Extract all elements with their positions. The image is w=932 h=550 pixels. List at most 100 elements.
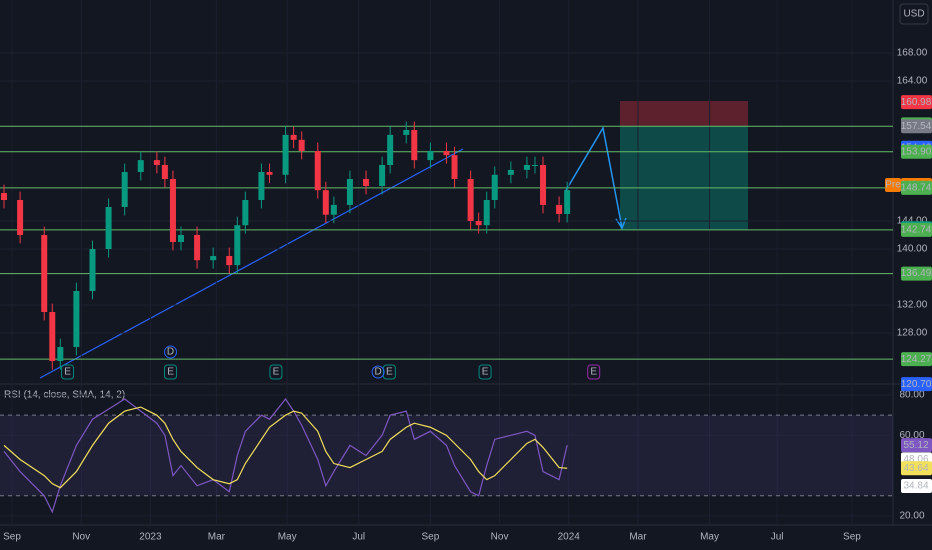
candle-body — [105, 207, 112, 250]
target-zone — [620, 126, 748, 230]
price-label-bg — [901, 119, 932, 134]
x-tick-label: 2024 — [558, 532, 581, 543]
candle-body — [258, 172, 265, 201]
price-label-bg — [901, 180, 932, 195]
candle-body — [387, 134, 394, 166]
price-label: 120.70 — [901, 379, 932, 390]
x-tick-label: Jul — [352, 532, 365, 543]
session-label: Pre — [885, 180, 901, 191]
candle-body — [564, 190, 571, 215]
candle-body — [153, 160, 160, 166]
candle-body — [57, 347, 64, 362]
earnings-marker — [61, 364, 75, 380]
y-tick-label: 144.00 — [897, 216, 928, 227]
candle-body — [451, 155, 458, 180]
candle-body — [290, 134, 297, 140]
price-label-bg — [901, 144, 932, 159]
dividend-marker — [371, 365, 385, 379]
candle-body — [467, 179, 474, 222]
x-tick-label: May — [278, 532, 297, 543]
candle-body — [73, 291, 80, 348]
rsi-line — [3, 398, 568, 514]
currency: USD — [903, 9, 924, 20]
y-tick-label: 140.00 — [897, 244, 928, 255]
price-label-bg — [901, 461, 932, 476]
candle-body — [169, 179, 176, 243]
candle-body — [41, 235, 48, 313]
candle-body — [282, 134, 289, 175]
price-label: 157.54 — [901, 121, 932, 132]
dividend-label: D — [374, 367, 381, 378]
candle-body — [411, 130, 418, 161]
price-label: 160.98 — [901, 97, 932, 108]
candle-body — [483, 200, 490, 226]
candle-body — [314, 151, 321, 191]
candle-body — [89, 249, 96, 292]
candle-body — [226, 256, 233, 266]
candle-body — [363, 179, 370, 187]
candle-body — [507, 169, 514, 175]
earnings-label: E — [167, 367, 174, 378]
candle-body — [491, 174, 498, 201]
candle-body — [427, 151, 434, 161]
price-label-bg — [901, 479, 932, 494]
candle-body — [403, 130, 410, 135]
candle-body — [298, 139, 305, 152]
candle-body — [266, 172, 273, 175]
candle-body — [523, 165, 530, 170]
candle-body — [210, 256, 217, 261]
dividend-label: D — [167, 347, 174, 358]
x-tick-label: 2023 — [139, 532, 162, 543]
candle-body — [177, 235, 184, 243]
candle-body — [330, 204, 337, 215]
dividend-marker — [164, 345, 178, 359]
candle-body — [234, 225, 241, 266]
earnings-marker — [382, 364, 396, 380]
x-tick-label: Mar — [629, 532, 647, 543]
earnings-marker — [478, 364, 492, 380]
y-tick-label: 164.00 — [897, 76, 928, 87]
earnings-label: E — [273, 367, 280, 378]
candle-body — [531, 165, 538, 167]
candle-body — [161, 165, 168, 180]
earnings-label: E — [386, 367, 393, 378]
x-tick-label: Sep — [843, 532, 861, 543]
candle-body — [540, 165, 547, 205]
candle-body — [1, 193, 7, 201]
earnings-label: E — [482, 367, 489, 378]
price-label: 124.27 — [901, 354, 932, 365]
x-tick-label: May — [700, 532, 719, 543]
candle-body — [194, 235, 201, 261]
price-label: 48.06 — [903, 454, 928, 465]
rsi-line — [3, 406, 568, 489]
price-label: 148.74 — [901, 182, 932, 193]
earnings-label: E — [64, 367, 71, 378]
earnings-marker — [269, 364, 283, 380]
candle-body — [322, 190, 329, 215]
y-tick-label: 20.00 — [899, 511, 924, 522]
x-tick-label: Sep — [421, 532, 439, 543]
candle-body — [346, 179, 353, 205]
candle-body — [121, 172, 128, 208]
rsi-band — [0, 415, 893, 496]
price-label-bg — [901, 438, 932, 453]
price-label: 142.74 — [901, 224, 932, 235]
x-tick-label: Nov — [491, 532, 509, 543]
price-label: 34.84 — [903, 481, 928, 492]
candle-body — [49, 312, 56, 362]
projection-arrow — [564, 125, 623, 229]
y-tick-label: 60.00 — [899, 430, 924, 441]
candle-body — [137, 160, 144, 173]
price-label: 43.64 — [903, 463, 928, 474]
x-tick-label: Nov — [72, 532, 90, 543]
candle-body — [17, 200, 24, 236]
price-label-bg — [901, 377, 932, 392]
y-tick-label: 132.00 — [897, 300, 928, 311]
candle-body — [475, 221, 482, 226]
currency-box[interactable] — [899, 3, 929, 25]
price-label: 136.49 — [901, 268, 932, 279]
candle-body — [379, 165, 386, 187]
candle-body — [556, 204, 563, 215]
